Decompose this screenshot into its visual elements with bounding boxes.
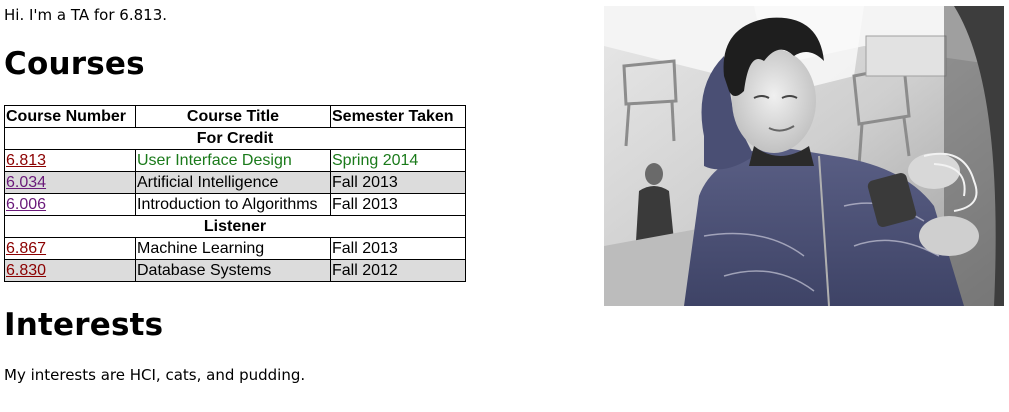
course-link-6006[interactable]: 6.006 <box>6 195 47 213</box>
courses-table: Course Number Course Title Semester Take… <box>4 105 466 282</box>
course-title: Artificial Intelligence <box>135 171 331 194</box>
section-row-listener: Listener <box>4 215 466 238</box>
table-row: 6.867 Machine Learning Fall 2013 <box>4 237 466 260</box>
course-semester: Fall 2012 <box>330 259 466 282</box>
table-row: 6.813 User Interface Design Spring 2014 <box>4 149 466 172</box>
course-title: Machine Learning <box>135 237 331 260</box>
header-semester-taken: Semester Taken <box>330 105 466 128</box>
course-semester: Fall 2013 <box>330 171 466 194</box>
header-course-title: Course Title <box>135 105 331 128</box>
table-header-row: Course Number Course Title Semester Take… <box>4 105 466 128</box>
course-semester: Spring 2014 <box>330 149 466 172</box>
course-title: Introduction to Algorithms <box>135 193 331 216</box>
intro-text: Hi. I'm a TA for 6.813. <box>4 6 168 24</box>
course-semester: Fall 2013 <box>330 237 466 260</box>
profile-photo <box>604 6 1004 306</box>
courses-heading: Courses <box>4 46 145 82</box>
interests-text: My interests are HCI, cats, and pudding. <box>4 366 306 384</box>
section-label-listener: Listener <box>4 215 466 238</box>
course-title: User Interface Design <box>135 149 331 172</box>
table-row: 6.006 Introduction to Algorithms Fall 20… <box>4 193 466 216</box>
course-title: Database Systems <box>135 259 331 282</box>
course-link-6830[interactable]: 6.830 <box>6 261 47 279</box>
course-semester: Fall 2013 <box>330 193 466 216</box>
course-link-6813[interactable]: 6.813 <box>6 151 47 169</box>
interests-heading: Interests <box>4 307 164 343</box>
table-row: 6.830 Database Systems Fall 2012 <box>4 259 466 282</box>
table-row: 6.034 Artificial Intelligence Fall 2013 <box>4 171 466 194</box>
section-row-for-credit: For Credit <box>4 127 466 150</box>
course-link-6867[interactable]: 6.867 <box>6 239 47 257</box>
header-course-number: Course Number <box>4 105 136 128</box>
course-link-6034[interactable]: 6.034 <box>6 173 47 191</box>
section-label-for-credit: For Credit <box>4 127 466 150</box>
